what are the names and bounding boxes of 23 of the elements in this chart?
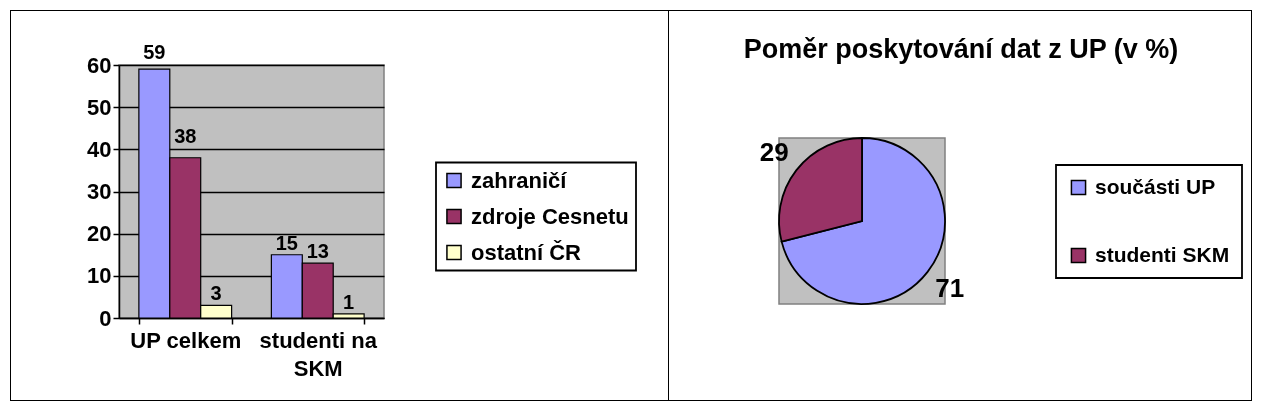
y-tick-label: 30: [87, 179, 112, 204]
legend-label: zdroje Cesnetu: [471, 203, 629, 229]
data-label: 29: [759, 136, 789, 167]
y-tick-label: 50: [87, 94, 112, 120]
data-label: 3: [210, 282, 222, 305]
x-tick-label: UP celkem: [130, 327, 242, 353]
legend-label: zahraničí: [471, 167, 568, 193]
data-label: 38: [174, 125, 197, 148]
chart-title: Poměr poskytování dat z UP (v %): [743, 34, 1179, 65]
x-tick-label: studenti na SKM: [259, 327, 378, 381]
y-tick-label: 40: [87, 136, 112, 162]
data-label: 13: [306, 240, 329, 263]
data-label: 59: [143, 41, 166, 63]
legend-label: součásti UP: [1095, 174, 1216, 198]
legend-label: studenti SKM: [1095, 242, 1230, 266]
data-label: 1: [343, 290, 355, 313]
legend-label: ostatní ČR: [471, 239, 582, 265]
data-label: 15: [275, 231, 298, 254]
y-tick-label: 0: [99, 305, 112, 331]
y-tick-label: 60: [87, 52, 112, 78]
data-label: 71: [935, 273, 965, 304]
y-tick-label: 10: [87, 263, 112, 289]
y-tick-label: 20: [87, 221, 112, 247]
